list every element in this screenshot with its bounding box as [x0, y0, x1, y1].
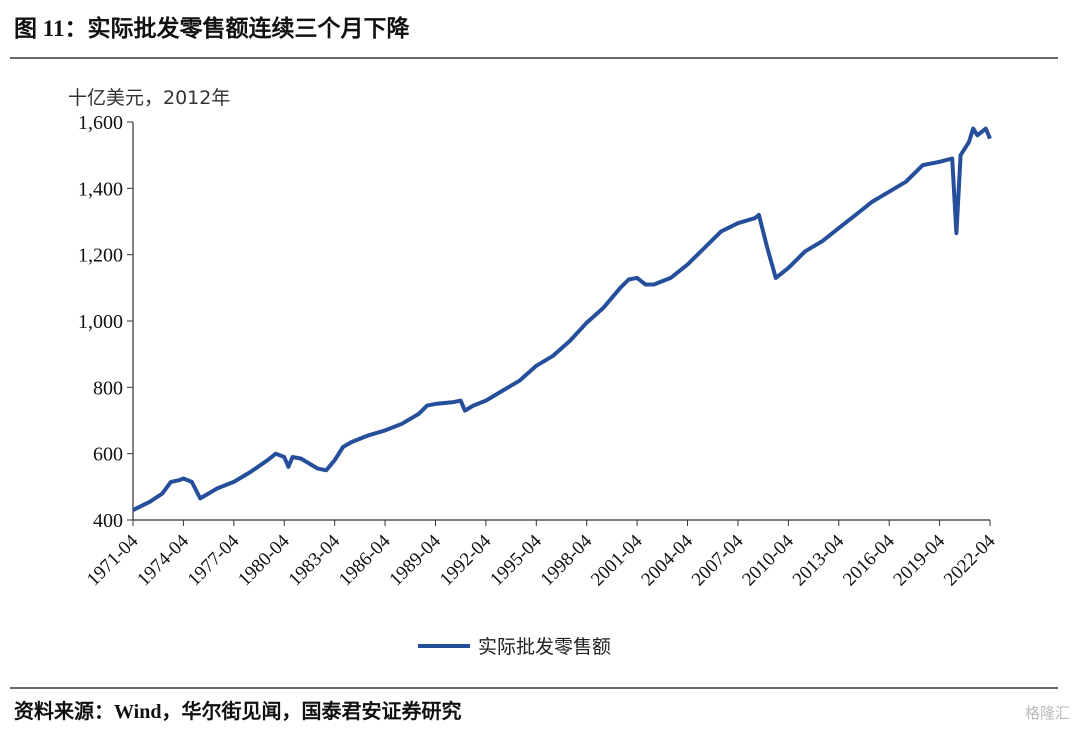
x-tick-label: 2004-04	[637, 530, 697, 590]
x-tick-label: 1998-04	[537, 530, 597, 590]
x-tick-label: 2007-04	[688, 530, 748, 590]
chart-title: 图 11：实际批发零售额连续三个月下降	[14, 15, 410, 41]
x-tick-label: 1989-04	[385, 530, 445, 590]
x-tick-label: 2010-04	[738, 530, 798, 590]
y-tick-label: 1,000	[78, 311, 123, 333]
x-tick-label: 1983-04	[285, 530, 345, 590]
x-tick-label: 2016-04	[839, 530, 899, 590]
y-tick-label: 600	[93, 444, 123, 466]
x-tick-label: 2022-04	[940, 530, 1000, 590]
legend-label: 实际批发零售额	[478, 636, 611, 658]
x-tick-label: 2001-04	[587, 530, 647, 590]
y-axis-label: 十亿美元，2012年	[68, 87, 230, 109]
source-note: 资料来源：Wind，华尔街见闻，国泰君安证券研究	[14, 699, 461, 723]
x-tick-label: 2013-04	[789, 530, 849, 590]
watermark: 格隆汇	[1025, 704, 1070, 722]
y-tick-label: 1,200	[78, 245, 123, 267]
x-tick-label: 1974-04	[133, 530, 193, 590]
x-tick-label: 2019-04	[889, 530, 949, 590]
x-tick-label: 1992-04	[436, 530, 496, 590]
data-line	[132, 126, 992, 512]
x-tick-label: 1971-04	[83, 530, 143, 590]
y-tick-label: 1,600	[78, 112, 123, 134]
y-tick-label: 1,400	[78, 178, 123, 200]
x-tick-label: 1980-04	[234, 530, 294, 590]
y-tick-label: 800	[93, 377, 123, 399]
x-tick-label: 1995-04	[486, 530, 546, 590]
y-tick-label: 400	[93, 510, 123, 532]
x-tick-label: 1986-04	[335, 530, 395, 590]
x-tick-label: 1977-04	[184, 530, 244, 590]
